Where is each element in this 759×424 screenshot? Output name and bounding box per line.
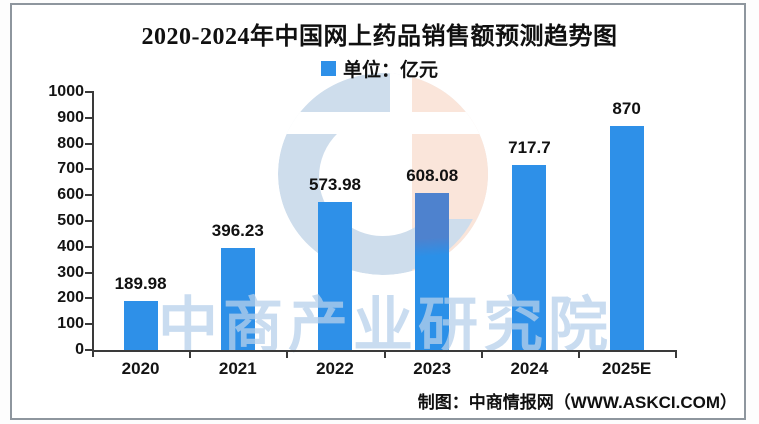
bar-2022 <box>318 201 352 350</box>
y-tick <box>85 323 92 326</box>
x-tick <box>189 352 192 358</box>
bar-value-label: 870 <box>612 98 641 118</box>
y-axis-label: 1000 <box>48 83 84 100</box>
bar-2024 <box>512 164 547 350</box>
y-axis-label: 100 <box>57 315 84 333</box>
bar-value-label: 608.08 <box>406 166 459 186</box>
legend: 单位：亿元 <box>0 55 759 82</box>
x-tick <box>383 352 386 358</box>
source-credit: 制图：中商情报网（WWW.ASKCI.COM） <box>417 393 737 412</box>
y-axis-label: 0 <box>75 341 84 358</box>
y-axis-label: 800 <box>57 134 84 152</box>
bar-2021 <box>220 247 255 350</box>
y-axis-label: 400 <box>57 237 84 255</box>
x-axis-label: 2023 <box>413 359 452 378</box>
bar-value-label: 396.23 <box>211 220 264 240</box>
y-tick <box>85 271 92 274</box>
y-tick <box>85 142 92 145</box>
y-axis-label: 500 <box>57 212 84 229</box>
x-axis-label: 2022 <box>316 359 354 378</box>
legend-swatch-icon <box>320 61 336 76</box>
y-tick <box>85 168 92 171</box>
x-axis-label: 2020 <box>121 359 160 378</box>
y-axis-label: 900 <box>57 108 84 126</box>
y-tick <box>85 297 92 300</box>
text-watermark: 中商产业研究院 <box>158 292 613 359</box>
x-axis-label: 2021 <box>218 359 257 378</box>
bar-value-label: 717.7 <box>508 137 551 157</box>
y-tick <box>85 349 92 351</box>
bar-value-label: 189.98 <box>114 273 167 293</box>
y-tick <box>85 245 92 248</box>
y-axis-line <box>92 91 94 357</box>
x-tick <box>286 352 289 358</box>
x-tick <box>578 352 580 358</box>
x-axis-line <box>92 350 678 352</box>
y-tick <box>85 91 92 93</box>
bar-2023 <box>415 193 450 350</box>
y-tick <box>85 194 92 197</box>
x-axis-label: 2024 <box>510 359 549 378</box>
chart-title: 2020-2024年中国网上药品销售额预测趋势图 <box>141 24 618 50</box>
legend-label: 单位：亿元 <box>342 60 438 81</box>
x-axis-label: 2025E <box>602 359 652 378</box>
y-axis-label: 300 <box>57 263 84 281</box>
x-tick <box>675 352 678 358</box>
y-axis-label: 700 <box>57 160 84 178</box>
bar-2025E <box>609 125 644 350</box>
y-axis-label: 200 <box>57 289 84 307</box>
bar-value-label: 573.98 <box>308 174 361 194</box>
bar-2020 <box>123 300 158 350</box>
x-tick <box>480 352 483 358</box>
y-axis-label: 600 <box>57 186 84 204</box>
y-tick <box>85 116 92 119</box>
y-tick <box>85 220 92 222</box>
